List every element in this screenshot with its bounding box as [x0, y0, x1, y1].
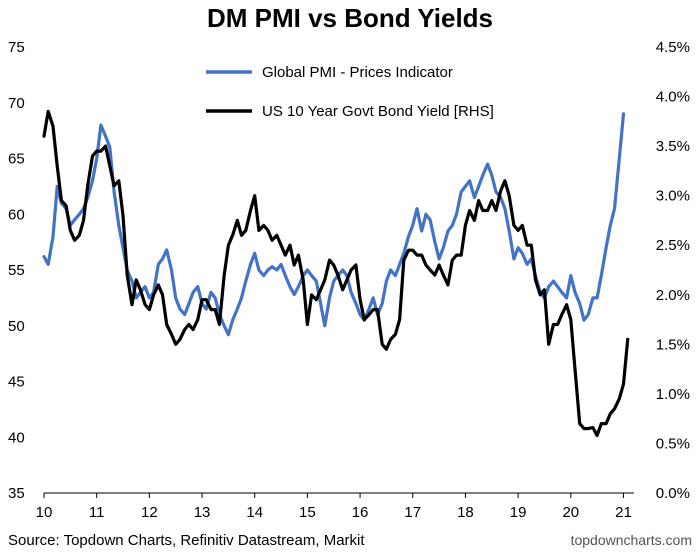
y-right-tick-label: 4.0% [656, 89, 690, 106]
x-tick-label: 18 [457, 504, 474, 521]
right-axis-ticks: 0.0% 0.5% 1.0% 1.5% 2.0% 2.5% 3.0% 3.5% 4.0% 4.5% [656, 39, 690, 502]
x-tick-label: 21 [615, 504, 632, 521]
x-tick-label: 10 [36, 504, 53, 521]
y-right-tick-label: 1.0% [656, 386, 690, 403]
y-right-tick-label: 1.5% [656, 336, 690, 353]
y-left-tick-label: 60 [8, 206, 25, 223]
y-left-tick-label: 45 [8, 374, 25, 391]
x-tick-label: 11 [89, 504, 105, 521]
y-right-tick-label: 3.0% [656, 188, 690, 205]
series-layer [42, 109, 630, 438]
y-right-tick-label: 0.0% [656, 485, 690, 502]
x-tick-label: 13 [194, 504, 211, 521]
y-left-tick-label: 65 [8, 151, 25, 168]
y-right-tick-label: 0.5% [656, 435, 690, 452]
y-right-tick-label: 2.0% [656, 287, 690, 304]
y-left-tick-label: 35 [8, 485, 25, 502]
x-tick-label: 20 [562, 504, 579, 521]
legend-label-yield: US 10 Year Govt Bond Yield [RHS] [262, 103, 494, 120]
x-tick-label: 15 [299, 504, 316, 521]
legend-label-pmi: Global PMI - Prices Indicator [262, 64, 453, 81]
y-left-tick-label: 55 [8, 262, 25, 279]
y-right-tick-label: 4.5% [656, 39, 690, 56]
legend: Global PMI - Prices Indicator US 10 Year… [206, 64, 494, 120]
chart-title: DM PMI vs Bond Yields [207, 3, 493, 33]
x-tick-label: 17 [404, 504, 421, 521]
x-axis-ticks: 10 11 12 13 14 15 16 17 18 19 20 21 [36, 493, 632, 521]
y-left-tick-label: 75 [8, 39, 25, 56]
y-right-tick-label: 3.5% [656, 138, 690, 155]
x-tick-label: 16 [352, 504, 369, 521]
y-right-tick-label: 2.5% [656, 237, 690, 254]
x-tick-label: 12 [141, 504, 158, 521]
y-left-tick-label: 70 [8, 95, 25, 112]
y-left-tick-label: 50 [8, 318, 25, 335]
x-tick-label: 14 [246, 504, 263, 521]
site-credit: topdowncharts.com [571, 532, 692, 548]
series-line-bond-yield [42, 109, 630, 438]
y-left-tick-label: 40 [8, 429, 25, 446]
left-axis-ticks: 35 40 45 50 55 60 65 70 75 [8, 39, 25, 502]
x-tick-label: 19 [510, 504, 527, 521]
source-note: Source: Topdown Charts, Refinitiv Datast… [8, 532, 365, 549]
